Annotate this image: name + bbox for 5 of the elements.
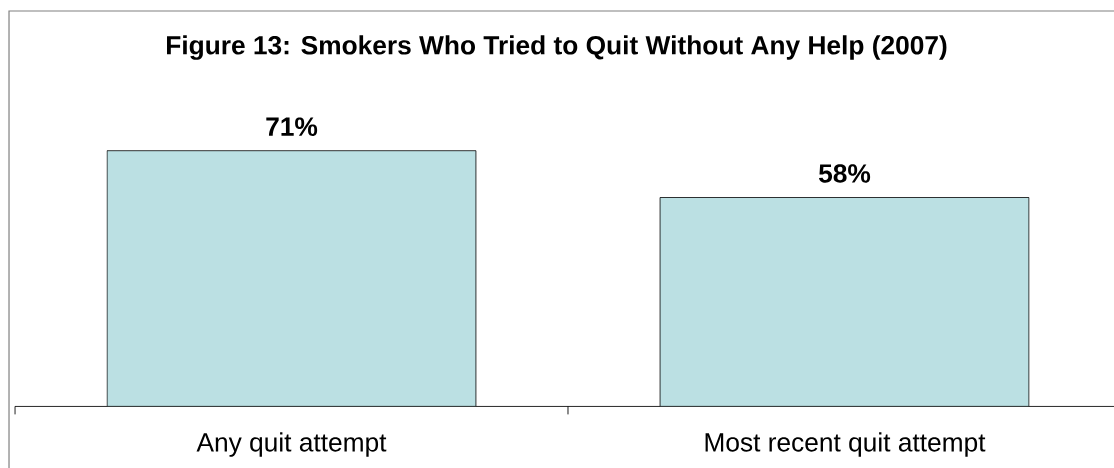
chart-title: Figure 13: Smokers Who Tried to Quit Without Any Help (2007) bbox=[167, 35, 947, 60]
x-tick-label: Any quit attempt bbox=[196, 432, 387, 457]
data-label: 58% bbox=[818, 164, 871, 183]
data-label: 71% bbox=[266, 117, 318, 136]
x-tick-label: Most recent quit attempt bbox=[705, 432, 986, 457]
